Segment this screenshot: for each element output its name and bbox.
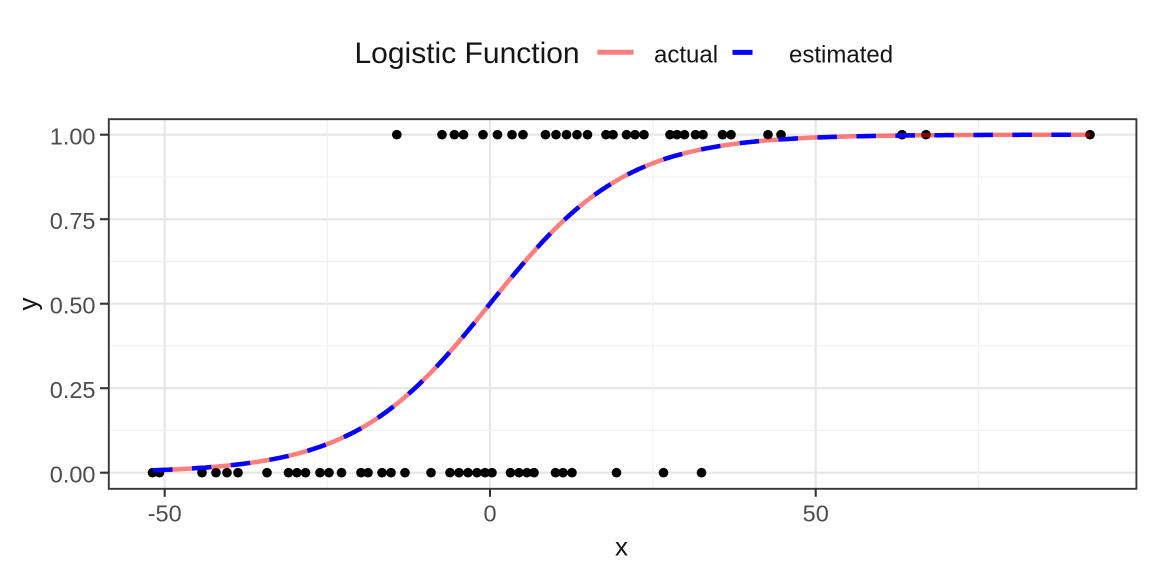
svg-text:0.75: 0.75 (50, 208, 96, 234)
svg-text:1.00: 1.00 (50, 123, 96, 149)
svg-text:-50: -50 (148, 500, 182, 526)
svg-text:0.25: 0.25 (50, 377, 96, 403)
svg-text:0.50: 0.50 (50, 292, 96, 318)
svg-text:50: 50 (803, 500, 829, 526)
svg-text:actual: actual (654, 41, 718, 68)
svg-text:Logistic Function: Logistic Function (355, 37, 580, 70)
svg-text:estimated: estimated (789, 41, 893, 68)
svg-text:y: y (12, 298, 42, 311)
svg-text:0.00: 0.00 (50, 461, 96, 487)
svg-text:x: x (615, 532, 628, 562)
svg-text:0: 0 (483, 500, 496, 526)
